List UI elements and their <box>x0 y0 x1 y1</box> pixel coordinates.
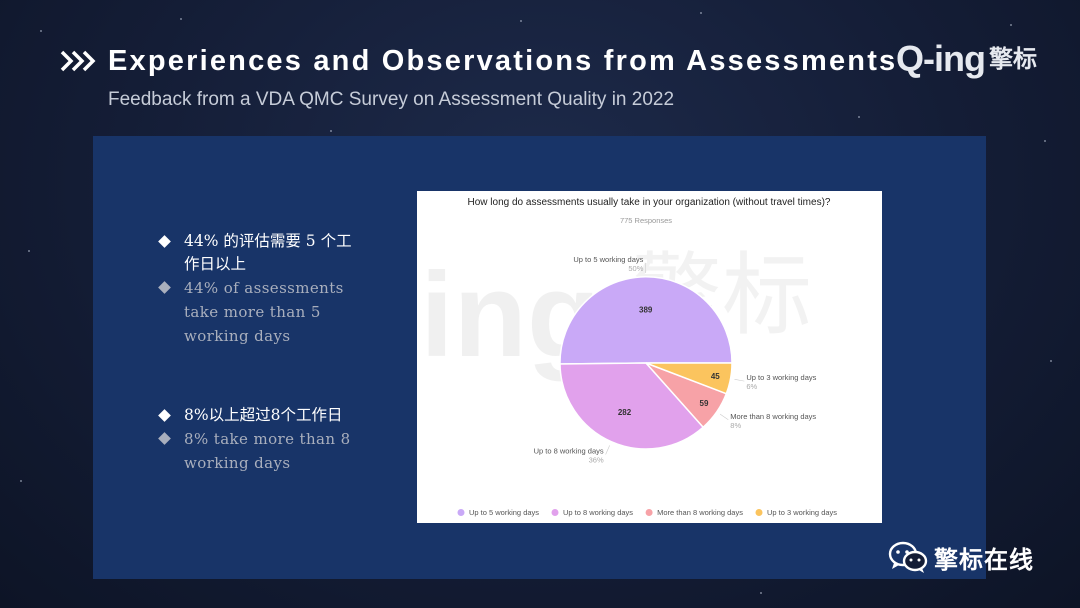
bullet-item: 44% 的评估需要 5 个工作日以上 <box>158 230 358 276</box>
wechat-icon <box>888 541 928 573</box>
slice-name-label: Up to 8 working days <box>534 446 604 455</box>
diamond-icon <box>158 281 171 294</box>
pie-chart: Q-ing 擎标 How long do assessments usually… <box>417 191 882 523</box>
slice-percent-label: 36% <box>589 455 604 464</box>
bullet-item: 44% of assessments take more than 5 work… <box>158 276 358 348</box>
leader-line <box>734 379 745 382</box>
legend-item: Up to 8 working days <box>551 508 633 517</box>
bullet-item: 8% take more than 8 working days <box>158 427 358 475</box>
legend-swatch <box>645 509 653 516</box>
chart-subtitle: 775 Responses <box>620 216 672 225</box>
page-title: Experiences and Observations from Assess… <box>108 45 898 77</box>
slice-percent-label: 6% <box>746 382 757 391</box>
legend-label: Up to 3 working days <box>767 508 837 517</box>
slice-name-label: Up to 3 working days <box>746 373 816 382</box>
footer-text: 擎标在线 <box>934 547 1034 574</box>
legend-swatch <box>457 509 465 516</box>
bullet-item: 8%以上超过8个工作日 <box>158 404 358 427</box>
diamond-icon <box>158 409 171 422</box>
star <box>1010 24 1012 26</box>
legend-label: More than 8 working days <box>657 508 743 517</box>
diamond-icon <box>158 432 171 445</box>
pie-slice <box>645 362 733 395</box>
pie-slice <box>559 276 733 365</box>
bullet-text-en: 44% of assessments take more than 5 work… <box>184 279 344 345</box>
slice-name-label: Up to 5 working days <box>573 255 643 264</box>
star <box>1044 140 1046 142</box>
bullet-text-en: 8% take more than 8 working days <box>184 430 351 472</box>
slice-percent-label: 50% <box>628 264 643 273</box>
legend-item: More than 8 working days <box>645 508 743 517</box>
star <box>28 250 30 252</box>
star <box>520 20 522 22</box>
diamond-icon <box>158 235 171 248</box>
brand-logo: Q-ing 擎标 <box>896 38 1037 80</box>
footer-brand: 擎标在线 <box>888 540 1033 579</box>
logo-chinese: 擎标 <box>988 46 1037 73</box>
legend-item: Up to 5 working days <box>457 508 539 517</box>
star <box>858 116 860 118</box>
bullet-list: 44% 的评估需要 5 个工作日以上 44% of assessments ta… <box>158 230 358 475</box>
chevrons-icon <box>60 50 96 72</box>
logo-latin: Q-ing <box>896 38 986 79</box>
bullet-text-cn: 8%以上超过8个工作日 <box>184 406 343 424</box>
pie-chart-svg: Q-ing 擎标 How long do assessments usually… <box>417 197 837 517</box>
legend-label: Up to 5 working days <box>469 508 539 517</box>
slice-value-label: 389 <box>639 306 653 315</box>
legend-swatch <box>551 509 559 516</box>
star <box>760 592 762 594</box>
slice-percent-label: 8% <box>730 421 741 430</box>
slice-value-label: 45 <box>711 372 720 381</box>
star <box>1050 360 1052 362</box>
star <box>700 12 702 14</box>
leader-line <box>719 413 729 421</box>
star <box>40 30 42 32</box>
star <box>20 480 22 482</box>
bullet-text-cn: 44% 的评估需要 5 个工作日以上 <box>184 232 352 273</box>
pie-slice <box>559 362 705 450</box>
slice-name-label: More than 8 working days <box>730 412 816 421</box>
star <box>330 130 332 132</box>
legend-item: Up to 3 working days <box>755 508 837 517</box>
star <box>180 18 182 20</box>
legend-swatch <box>755 509 763 516</box>
page-subtitle: Feedback from a VDA QMC Survey on Assess… <box>108 89 675 110</box>
slice-value-label: 59 <box>700 399 709 408</box>
leader-line <box>605 445 610 455</box>
slice-value-label: 282 <box>618 408 632 417</box>
legend-label: Up to 8 working days <box>563 508 633 517</box>
chart-title: How long do assessments usually take in … <box>468 197 831 208</box>
